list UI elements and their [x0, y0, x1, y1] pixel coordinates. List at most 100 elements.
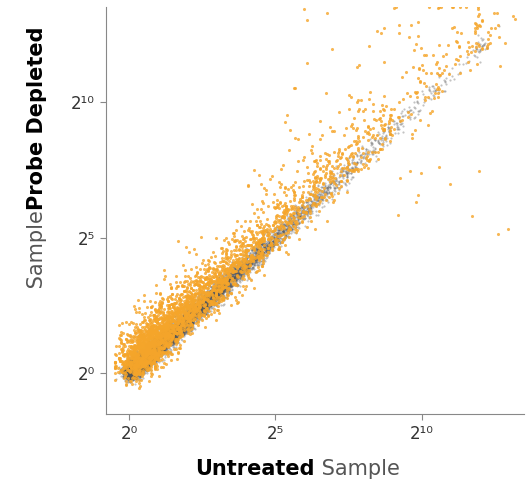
Point: [134, 361, 143, 369]
Point: [138, 360, 146, 368]
Point: [203, 297, 212, 305]
Point: [185, 317, 193, 325]
Point: [191, 300, 200, 308]
Point: [276, 183, 284, 191]
Point: [251, 249, 259, 257]
Point: [179, 323, 187, 331]
Point: [280, 212, 288, 220]
Point: [141, 360, 149, 368]
Point: [239, 276, 248, 283]
Point: [151, 326, 159, 334]
Point: [252, 240, 260, 248]
Point: [136, 356, 145, 364]
Point: [145, 352, 154, 360]
Point: [167, 338, 175, 346]
Point: [162, 340, 170, 347]
Point: [125, 369, 134, 377]
Point: [199, 301, 208, 309]
Point: [159, 336, 168, 344]
Point: [175, 303, 184, 311]
Point: [143, 348, 152, 356]
Point: [143, 356, 151, 364]
Point: [153, 340, 162, 348]
Point: [155, 342, 164, 350]
Point: [246, 244, 255, 252]
Point: [157, 334, 166, 342]
Point: [128, 372, 136, 380]
Point: [225, 275, 234, 283]
Point: [178, 306, 186, 314]
Point: [203, 304, 211, 312]
Point: [125, 372, 133, 380]
Point: [138, 358, 146, 366]
Point: [142, 355, 150, 363]
Point: [211, 286, 220, 294]
Point: [140, 349, 149, 357]
Point: [231, 252, 239, 260]
Point: [218, 294, 226, 302]
Point: [144, 350, 152, 358]
Point: [165, 328, 174, 336]
Point: [192, 302, 200, 310]
Point: [255, 250, 264, 258]
Point: [135, 363, 144, 371]
Point: [139, 350, 148, 358]
Point: [131, 358, 139, 366]
Point: [227, 268, 235, 276]
Point: [133, 356, 142, 364]
Point: [201, 300, 210, 308]
Point: [131, 374, 139, 382]
Point: [132, 360, 140, 368]
Point: [263, 252, 271, 260]
Point: [145, 352, 153, 360]
Point: [168, 326, 176, 334]
Point: [175, 320, 183, 328]
Point: [147, 345, 155, 353]
Point: [130, 364, 138, 372]
Point: [189, 311, 197, 319]
Point: [125, 361, 133, 369]
Point: [195, 302, 204, 310]
Point: [252, 249, 261, 257]
Point: [144, 362, 152, 370]
Point: [133, 368, 142, 376]
Point: [136, 358, 144, 366]
Point: [138, 364, 146, 372]
Point: [132, 362, 141, 370]
Point: [255, 252, 263, 260]
Point: [162, 334, 170, 342]
Point: [144, 353, 153, 361]
Point: [157, 336, 165, 344]
Point: [122, 362, 130, 370]
Point: [224, 280, 233, 288]
Point: [363, 164, 372, 172]
Point: [129, 362, 138, 370]
Point: [183, 316, 192, 324]
Point: [269, 235, 278, 243]
Point: [475, 10, 484, 18]
Point: [230, 237, 238, 245]
Point: [174, 330, 182, 338]
Point: [192, 316, 201, 324]
Point: [183, 323, 191, 331]
Point: [124, 369, 133, 377]
Point: [125, 365, 134, 373]
Point: [133, 358, 142, 366]
Point: [145, 346, 153, 354]
Point: [170, 322, 178, 330]
Point: [131, 368, 139, 376]
Point: [173, 334, 182, 342]
Point: [125, 366, 133, 374]
Point: [144, 316, 153, 324]
Point: [244, 258, 252, 266]
Point: [126, 366, 134, 374]
Point: [156, 333, 164, 341]
Point: [307, 205, 315, 213]
Point: [193, 279, 201, 287]
Point: [147, 346, 155, 354]
Point: [201, 308, 209, 316]
Point: [230, 274, 238, 282]
Point: [243, 268, 251, 276]
Point: [168, 324, 176, 332]
Point: [139, 358, 147, 366]
